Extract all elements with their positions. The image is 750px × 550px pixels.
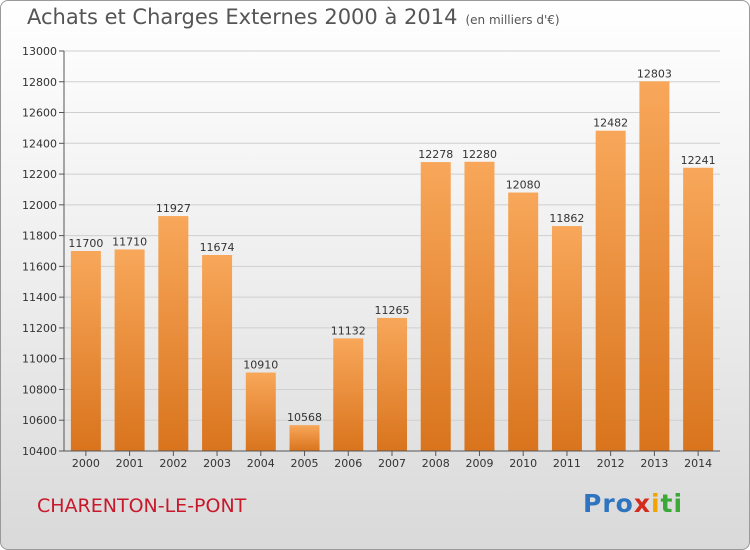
bar <box>158 216 189 451</box>
bar <box>333 338 364 451</box>
logo-part-3: i <box>650 489 661 518</box>
y-tick-label: 11400 <box>22 291 57 304</box>
y-tick-label: 10400 <box>22 445 57 458</box>
x-tick-label: 2000 <box>72 457 100 470</box>
logo-part-4: ti <box>660 489 684 518</box>
x-tick-label: 2002 <box>159 457 187 470</box>
x-tick-label: 2012 <box>597 457 625 470</box>
bar <box>639 81 670 452</box>
y-tick-label: 12000 <box>22 199 57 212</box>
logo-part-2: x <box>633 489 651 518</box>
chart-title-text: Achats et Charges Externes 2000 à 2014 <box>27 5 458 29</box>
data-label: 10910 <box>243 359 278 372</box>
x-tick-label: 2005 <box>291 457 319 470</box>
y-axis: 10400 10600 10800 11000 11200 11400 11600 11800… <box>22 45 65 458</box>
y-tick-label: 12200 <box>22 168 57 181</box>
data-label: 11700 <box>68 237 103 250</box>
chart-title: Achats et Charges Externes 2000 à 2014 (e… <box>27 5 560 29</box>
bars: 11700 11710 11927 11674 10910 10568 11132 11265… <box>68 67 716 452</box>
city-name: CHARENTON-LE-PONT <box>37 495 247 517</box>
x-tick-label: 2004 <box>247 457 275 470</box>
y-tick-label: 10600 <box>22 414 57 427</box>
data-label: 12482 <box>593 117 628 130</box>
bar <box>245 372 276 451</box>
data-label: 11862 <box>549 212 584 225</box>
data-label: 11132 <box>331 324 366 337</box>
x-tick-label: 2008 <box>422 457 450 470</box>
bar <box>595 130 626 451</box>
x-tick-label: 2011 <box>553 457 581 470</box>
y-tick-label: 11000 <box>22 353 57 366</box>
x-tick-label: 2009 <box>465 457 493 470</box>
x-tick-label: 2006 <box>334 457 362 470</box>
y-tick-label: 12400 <box>22 137 57 150</box>
logo-part-1: Pro <box>583 489 634 518</box>
x-tick-label: 2013 <box>640 457 668 470</box>
data-label: 11927 <box>156 202 191 215</box>
data-label: 12241 <box>681 154 716 167</box>
y-tick-label: 11600 <box>22 260 57 273</box>
data-label: 12803 <box>637 67 672 80</box>
data-label: 11265 <box>375 304 410 317</box>
bar <box>551 226 582 451</box>
bar <box>464 161 495 451</box>
data-label: 12280 <box>462 148 497 161</box>
x-tick-label: 2007 <box>378 457 406 470</box>
y-tick-label: 12600 <box>22 107 57 120</box>
chart-unit: (en milliers d'€) <box>465 13 560 27</box>
x-tick-label: 2014 <box>684 457 712 470</box>
x-tick-label: 2001 <box>116 457 144 470</box>
data-label: 11710 <box>112 235 147 248</box>
proxiti-logo: Proxiti <box>583 489 683 518</box>
data-label: 10568 <box>287 411 322 424</box>
y-tick-label: 11800 <box>22 230 57 243</box>
bar <box>420 162 451 452</box>
y-tick-label: 11200 <box>22 322 57 335</box>
y-tick-label: 13000 <box>22 45 57 58</box>
data-label: 11674 <box>200 241 235 254</box>
x-tick-label: 2010 <box>509 457 537 470</box>
bar <box>114 249 145 451</box>
bar <box>508 192 539 452</box>
x-axis: 2000 2001 2002 2003 2004 2005 2006 2007 2008 2009… <box>64 450 720 470</box>
bar <box>289 425 320 451</box>
y-tick-label: 12800 <box>22 76 57 89</box>
y-tick-label: 10800 <box>22 383 57 396</box>
bar <box>202 255 233 451</box>
bar <box>377 317 407 451</box>
data-label: 12278 <box>418 148 453 161</box>
bar <box>70 251 101 451</box>
data-label: 12080 <box>506 179 541 192</box>
x-tick-label: 2003 <box>203 457 231 470</box>
bar <box>683 167 714 451</box>
